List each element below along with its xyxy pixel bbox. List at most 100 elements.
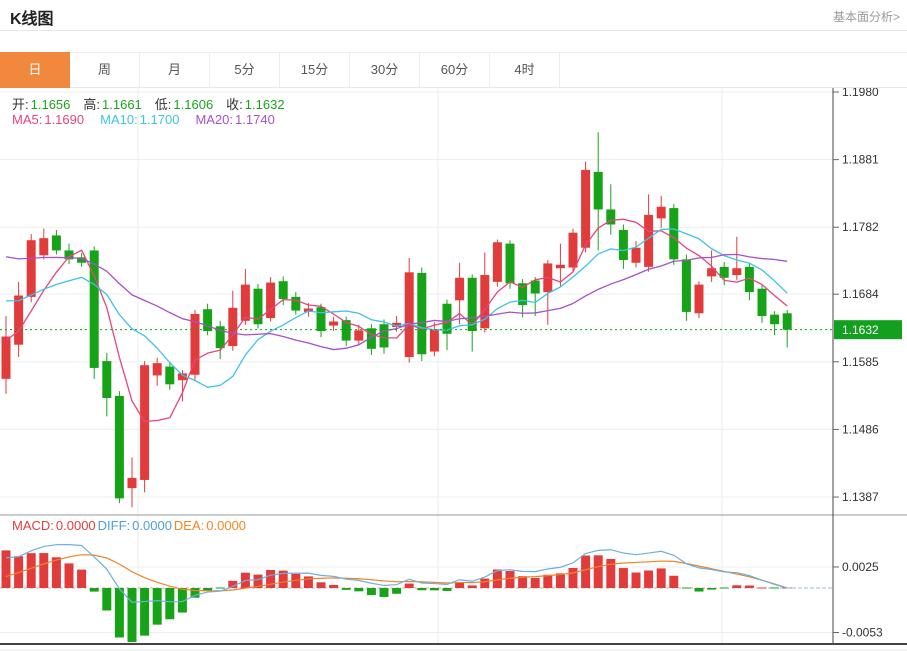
macd-bar [442,588,452,591]
candle [114,395,124,499]
macd-bar [568,568,578,588]
macd-bar [114,588,124,638]
macd-bar [291,573,301,588]
candle [656,206,666,219]
macd-bar [581,555,591,588]
tab-4hour[interactable]: 4时 [490,53,560,87]
candle [644,214,654,267]
candle [732,268,742,276]
macd-tick-label: -0.0053 [842,626,883,640]
candle [770,314,780,325]
macd-bar [656,568,666,588]
candle [530,280,540,294]
candle [782,313,792,330]
kline-chart-canvas[interactable]: 1.1980 1.1881 1.1782 1.1684 1.1585 1.1486 1.13… [0,88,907,651]
macd-bar [165,588,175,620]
candle [240,284,250,321]
candle [89,250,99,368]
tab-day[interactable]: 日 [0,52,70,88]
macd-bar [757,587,767,589]
macd-bar [253,574,263,588]
ma5-line [5,218,788,423]
candle [492,242,502,282]
tab-60min[interactable]: 60分 [420,53,490,87]
candle [165,366,175,385]
candle [366,328,376,349]
macd-bar [102,588,112,611]
candle [215,326,225,349]
period-tab-bar: 日周月 5分 15分 30分 60分 4时 [0,52,907,88]
macd-bar [669,575,679,588]
candle [417,272,427,355]
diff-line [5,544,788,603]
candle [581,169,591,248]
candle [177,373,187,381]
candle [757,288,767,317]
candle [190,313,200,375]
macd-bar [1,550,11,588]
candle [518,283,528,306]
tab-5min[interactable]: 5分 [210,53,280,87]
macd-bar [366,588,376,596]
candle [681,259,691,312]
candle [467,277,477,332]
macd-bar [744,585,754,588]
macd-bar [719,587,729,589]
macd-bar [341,588,351,590]
candle [555,264,565,269]
macd-bar [51,557,61,588]
chart-area: 1.1980 1.1881 1.1782 1.1684 1.1585 1.1486 1.13… [0,88,907,651]
tab-week[interactable]: 周 [70,53,140,87]
macd-bar [177,588,187,613]
candle [719,266,729,278]
macd-bar [644,570,654,588]
macd-bar [530,578,540,588]
tab-15min[interactable]: 15分 [280,53,350,87]
candle [51,235,61,251]
candle [618,229,628,261]
candle [316,307,326,332]
candle [1,336,11,379]
candle [127,477,137,489]
price-tick-label: 1.1585 [842,355,879,369]
candle [291,296,301,311]
macd-bar [278,570,288,588]
macd-bar [467,585,477,588]
candle [14,295,24,345]
macd-bar [379,588,389,597]
tab-30min[interactable]: 30分 [350,53,420,87]
macd-bar [770,587,780,589]
macd-bar [77,569,87,588]
price-tick-label: 1.1387 [842,490,879,504]
candle [278,281,288,299]
macd-bar [127,588,137,642]
candle [404,272,414,358]
candle [480,275,490,329]
macd-bar [266,569,276,588]
candle [442,303,452,334]
macd-bar [505,571,515,588]
candle [455,277,465,301]
macd-bar [404,583,414,588]
candle [631,247,641,263]
macd-bar [543,574,553,588]
macd-bar [429,588,439,591]
price-tick-label: 1.1684 [842,287,879,301]
candle [228,307,238,347]
page-title: K线图 [10,11,54,28]
candle [64,250,74,260]
candle [102,361,112,398]
price-tick-label: 1.1782 [842,220,879,234]
candle [39,238,49,256]
fundamental-analysis-link[interactable]: 基本面分析> [832,10,900,24]
candle [253,288,263,325]
page-header: K线图 基本面分析> [0,0,907,31]
macd-bar [140,588,150,636]
macd-bar [26,553,36,588]
tab-month[interactable]: 月 [140,53,210,87]
macd-bar [707,588,717,590]
ma20-line [5,253,788,351]
candle [593,171,603,210]
macd-bar [316,582,326,588]
candle [694,284,704,314]
